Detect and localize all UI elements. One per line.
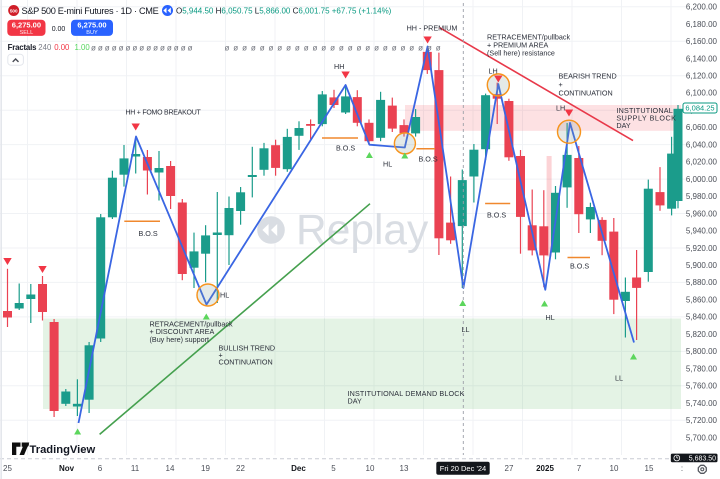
svg-text:0.00: 0.00 — [52, 26, 66, 33]
svg-text:RETRACEMENT/pullback: RETRACEMENT/pullback — [150, 320, 233, 329]
svg-text:5: 5 — [331, 464, 336, 473]
svg-text:6,100.00: 6,100.00 — [686, 89, 718, 98]
svg-text:5,860.00: 5,860.00 — [686, 296, 718, 305]
svg-text:B.O.S: B.O.S — [139, 229, 158, 238]
svg-text:RETRACEMENT/pullback: RETRACEMENT/pullback — [487, 33, 570, 42]
svg-text:5,880.00: 5,880.00 — [686, 278, 718, 287]
svg-text:TradingView: TradingView — [30, 444, 96, 456]
svg-text:6,275.00: 6,275.00 — [77, 20, 106, 29]
svg-text:HH - PREMIUM: HH - PREMIUM — [407, 24, 458, 33]
svg-text:19: 19 — [201, 464, 210, 473]
svg-text:+: + — [559, 80, 563, 89]
svg-text:27: 27 — [505, 464, 514, 473]
svg-text:Fri 20 Dec '24: Fri 20 Dec '24 — [440, 464, 486, 473]
svg-text:6,060.00: 6,060.00 — [686, 123, 718, 132]
svg-text:B.O.S: B.O.S — [419, 155, 438, 164]
svg-text:B.O.S: B.O.S — [570, 262, 589, 271]
svg-text:25: 25 — [3, 464, 12, 473]
svg-text:S&P 500 E-mini Futures · 1D ·: S&P 500 E-mini Futures · 1D · CME — [22, 6, 159, 16]
svg-text:5,980.00: 5,980.00 — [686, 192, 718, 201]
svg-text:6,000.00: 6,000.00 — [686, 175, 718, 184]
svg-text:SELL: SELL — [20, 30, 34, 36]
svg-text:CONTINUATION: CONTINUATION — [219, 358, 273, 367]
svg-text:6,200.00: 6,200.00 — [686, 3, 718, 12]
svg-text:13: 13 — [400, 464, 409, 473]
svg-text:BULLISH TREND: BULLISH TREND — [219, 344, 276, 353]
svg-text:LH: LH — [556, 104, 565, 113]
svg-text:5,760.00: 5,760.00 — [686, 382, 718, 391]
svg-text:2025: 2025 — [536, 464, 554, 473]
svg-text:5,920.00: 5,920.00 — [686, 244, 718, 253]
svg-text:6,140.00: 6,140.00 — [686, 54, 718, 63]
svg-text:6,084.25: 6,084.25 — [685, 104, 714, 113]
svg-text:B.O.S: B.O.S — [487, 211, 506, 220]
svg-text:SUPPLY BLOCK: SUPPLY BLOCK — [616, 114, 676, 123]
svg-text:5,683.50: 5,683.50 — [689, 456, 716, 463]
svg-text:5,900.00: 5,900.00 — [686, 261, 718, 270]
svg-text:5,740.00: 5,740.00 — [686, 399, 718, 408]
svg-text:6,120.00: 6,120.00 — [686, 72, 718, 81]
svg-text:5,780.00: 5,780.00 — [686, 364, 718, 373]
svg-text:14: 14 — [166, 464, 175, 473]
svg-text:5,940.00: 5,940.00 — [686, 227, 718, 236]
svg-text:CONTINUATION: CONTINUATION — [559, 89, 613, 98]
svg-text:(Buy here) support: (Buy here) support — [150, 335, 210, 344]
svg-text:6,275.00: 6,275.00 — [12, 20, 41, 29]
svg-text:Nov: Nov — [59, 464, 75, 473]
svg-text:INSTITUTIONAL DEMAND BLOCK: INSTITUTIONAL DEMAND BLOCK — [348, 389, 465, 398]
svg-text:HH: HH — [334, 62, 344, 71]
svg-text:HH + FOMO BREAKOUT: HH + FOMO BREAKOUT — [126, 110, 202, 117]
svg-text:10: 10 — [610, 464, 619, 473]
svg-text:LL: LL — [615, 374, 623, 383]
svg-text:BEARISH TREND: BEARISH TREND — [559, 72, 617, 81]
svg-text:HL: HL — [383, 160, 392, 169]
svg-text:DAY: DAY — [616, 121, 630, 130]
svg-text:15: 15 — [645, 464, 654, 473]
svg-text:5,800.00: 5,800.00 — [686, 347, 718, 356]
svg-text:7: 7 — [577, 464, 582, 473]
svg-text:+ PREMIUM AREA: + PREMIUM AREA — [487, 41, 549, 50]
svg-text:O5,944.50 H6,050.75 L5,866.00: O5,944.50 H6,050.75 L5,866.00 C6,001.75 … — [176, 6, 392, 15]
svg-text:6,160.00: 6,160.00 — [686, 37, 718, 46]
svg-text:HL: HL — [220, 291, 229, 300]
svg-text:DAY: DAY — [348, 397, 362, 406]
svg-text:11: 11 — [131, 464, 140, 473]
svg-text:6,020.00: 6,020.00 — [686, 158, 718, 167]
svg-text:INSTITUTIONAL: INSTITUTIONAL — [616, 106, 673, 115]
svg-text:LL: LL — [462, 325, 470, 334]
svg-text:HL: HL — [546, 313, 555, 322]
svg-text:(Sell here) resistance: (Sell here) resistance — [487, 49, 555, 58]
svg-text:5,960.00: 5,960.00 — [686, 209, 718, 218]
svg-text:6,180.00: 6,180.00 — [686, 20, 718, 29]
svg-text::: : — [681, 464, 683, 473]
svg-text:BUY: BUY — [86, 30, 98, 36]
svg-text:Replay: Replay — [296, 207, 429, 254]
svg-text:+ DISCOUNT AREA: + DISCOUNT AREA — [150, 327, 215, 336]
svg-text:5,840.00: 5,840.00 — [686, 313, 718, 322]
svg-text:500: 500 — [10, 8, 18, 13]
svg-text:LH: LH — [489, 67, 498, 76]
svg-text:10: 10 — [366, 464, 375, 473]
svg-text:6: 6 — [98, 464, 103, 473]
svg-text:6,040.00: 6,040.00 — [686, 140, 718, 149]
svg-text:5,700.00: 5,700.00 — [686, 433, 718, 442]
svg-text:B.O.S: B.O.S — [336, 144, 355, 153]
svg-text:22: 22 — [236, 464, 245, 473]
svg-text:Dec: Dec — [291, 464, 306, 473]
svg-text:5,820.00: 5,820.00 — [686, 330, 718, 339]
svg-text:+: + — [219, 351, 223, 360]
svg-text:5,720.00: 5,720.00 — [686, 416, 718, 425]
